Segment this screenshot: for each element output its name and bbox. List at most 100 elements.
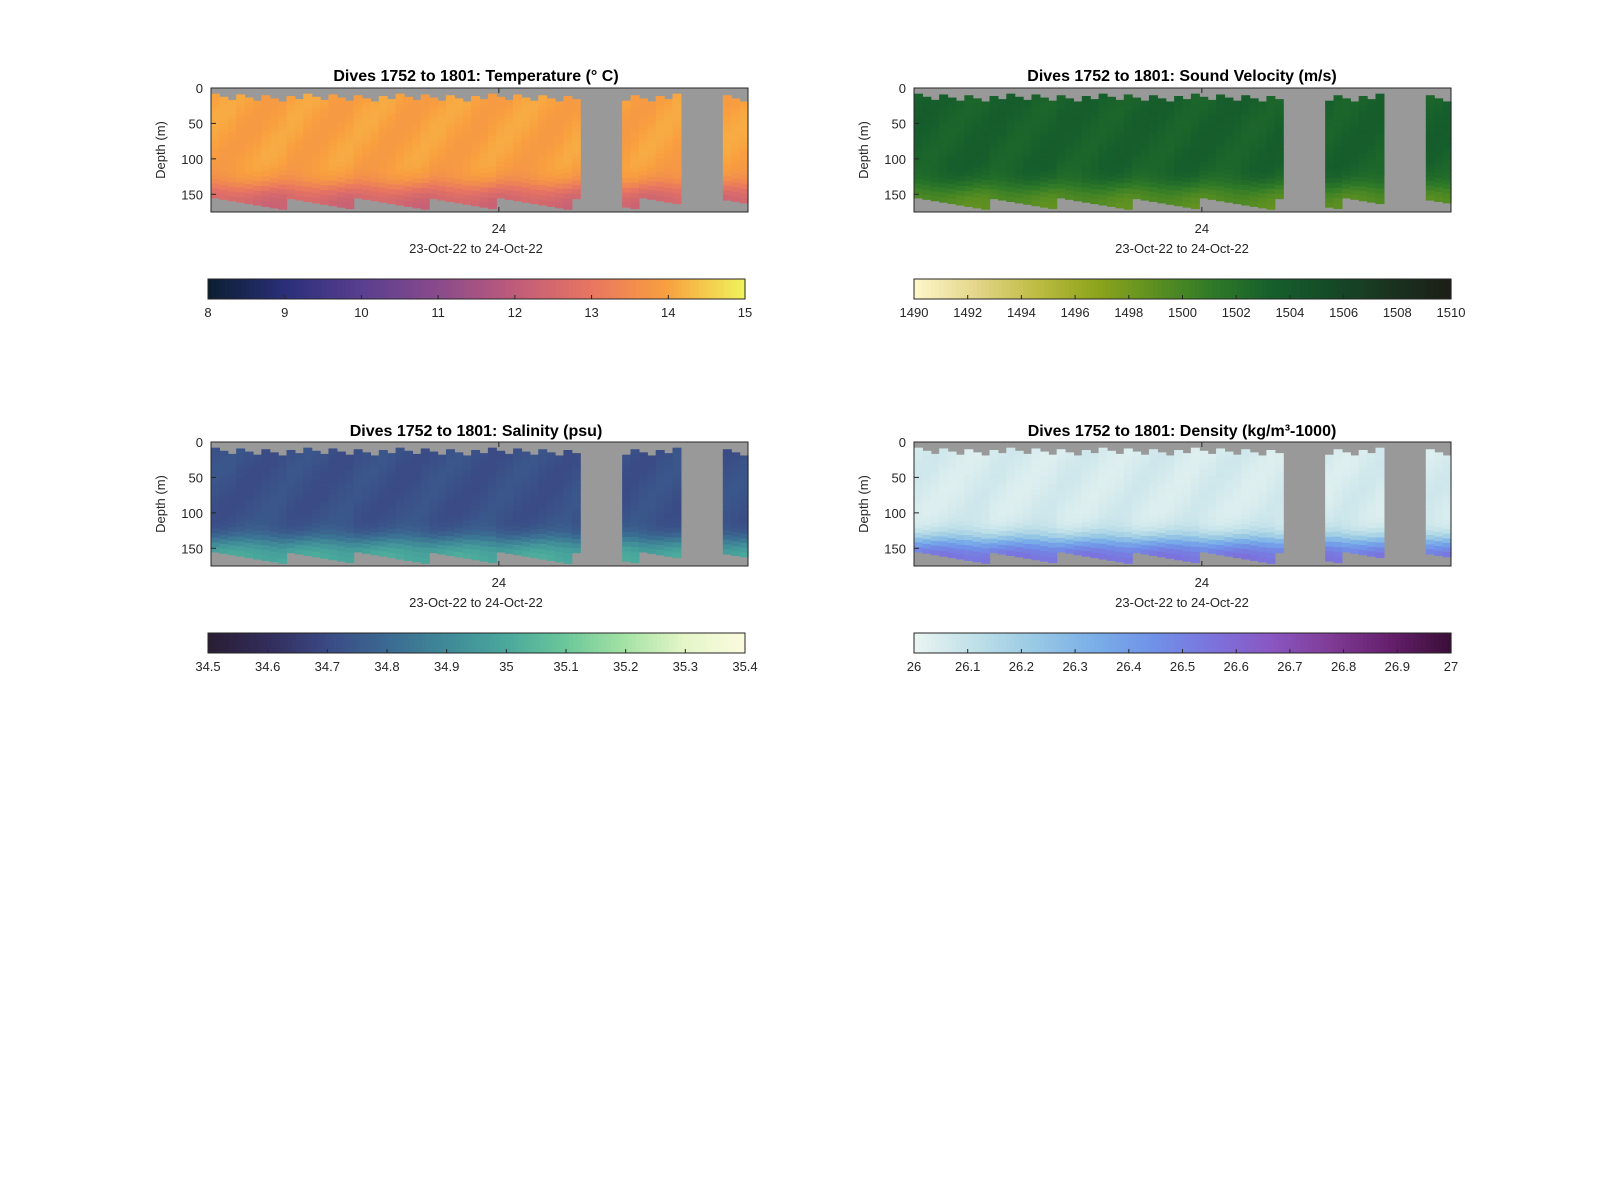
heatmap-cell	[429, 474, 439, 480]
heatmap-cell	[989, 119, 999, 125]
heatmap-cell	[454, 198, 464, 204]
heatmap-cell	[244, 116, 254, 123]
heatmap-cell	[412, 498, 422, 504]
heatmap-cell	[1157, 141, 1167, 147]
colorbar-swatch	[1446, 279, 1452, 299]
colorbar-swatch	[514, 279, 520, 299]
heatmap-cell	[989, 123, 999, 130]
heatmap-cell	[420, 146, 430, 153]
heatmap-cell	[647, 128, 657, 134]
heatmap-cell	[479, 487, 489, 493]
heatmap-cell	[1232, 529, 1242, 535]
heatmap-cell	[955, 133, 965, 140]
heatmap-cell	[731, 107, 741, 113]
heatmap-cell	[420, 110, 430, 116]
heatmap-cell	[1132, 547, 1142, 554]
heatmap-cell	[731, 168, 741, 174]
heatmap-cell	[1090, 491, 1100, 497]
heatmap-cell	[437, 145, 447, 151]
colorbar-swatch	[1207, 279, 1213, 299]
heatmap-cell	[1182, 192, 1192, 198]
heatmap-cell	[353, 533, 363, 539]
heatmap-cell	[454, 490, 464, 496]
heatmap-cell	[353, 146, 363, 152]
colorbar-swatch	[489, 279, 494, 299]
heatmap-cell	[914, 122, 923, 128]
heatmap-cell	[236, 153, 246, 159]
y-tick-label: 0	[196, 81, 203, 96]
heatmap-cell	[1249, 540, 1259, 547]
heatmap-cell	[1190, 468, 1200, 475]
heatmap-cell	[1048, 459, 1058, 466]
heatmap-cell	[655, 549, 665, 556]
heatmap-cell	[997, 544, 1007, 550]
heatmap-cell	[487, 171, 497, 178]
heatmap-cell	[211, 471, 220, 477]
heatmap-cell	[454, 112, 464, 118]
heatmap-cell	[529, 147, 539, 153]
heatmap-cell	[471, 504, 481, 511]
heatmap-cell	[1358, 129, 1368, 135]
heatmap-cell	[420, 193, 430, 200]
heatmap-cell	[1014, 494, 1024, 500]
heatmap-cell	[664, 499, 674, 506]
heatmap-cell	[1132, 488, 1142, 494]
heatmap-cell	[1123, 188, 1133, 195]
heatmap-cell	[412, 139, 422, 145]
heatmap-cell	[1031, 104, 1041, 111]
heatmap-cell	[555, 130, 565, 136]
heatmap-cell	[437, 132, 447, 138]
heatmap-cell	[1174, 145, 1184, 152]
heatmap-cell	[1081, 153, 1091, 160]
colorbar-swatch	[501, 279, 507, 299]
heatmap-cell	[546, 132, 556, 139]
heatmap-cell	[1048, 120, 1058, 126]
heatmap-cell	[1241, 194, 1251, 201]
colorbar-swatch	[1014, 279, 1020, 299]
heatmap-cell	[1258, 120, 1268, 127]
heatmap-cell	[370, 105, 380, 112]
colorbar-swatch	[598, 279, 603, 299]
heatmap-cell	[269, 531, 279, 538]
heatmap-cell	[964, 165, 974, 172]
heatmap-cell	[955, 468, 965, 475]
heatmap-cell	[1014, 159, 1024, 165]
heatmap-cell	[1123, 464, 1133, 470]
heatmap-cell	[211, 159, 220, 166]
heatmap-cell	[1023, 99, 1033, 106]
heatmap-cell	[1090, 533, 1100, 540]
heatmap-cell	[236, 536, 246, 542]
heatmap-cell	[445, 100, 455, 106]
heatmap-cell	[479, 172, 489, 179]
heatmap-cell	[939, 114, 949, 120]
heatmap-cell	[420, 115, 430, 122]
heatmap-cell	[244, 494, 254, 501]
heatmap-cell	[647, 544, 657, 550]
heatmap-cell	[345, 139, 355, 146]
heatmap-cell	[972, 502, 982, 508]
heatmap-cell	[546, 476, 556, 483]
heatmap-cell	[1090, 524, 1100, 530]
heatmap-cell	[504, 127, 514, 133]
heatmap-cell	[286, 179, 296, 186]
colorbar-swatch	[531, 633, 536, 653]
heatmap-cell	[529, 180, 539, 186]
colorbar-swatch	[505, 279, 511, 299]
heatmap-cell	[947, 518, 957, 525]
heatmap-cell	[244, 480, 254, 486]
heatmap-cell	[1249, 506, 1259, 512]
heatmap-cell	[914, 523, 923, 529]
heatmap-cell	[1090, 552, 1100, 559]
heatmap-cell	[445, 463, 455, 470]
heatmap-cell	[1190, 198, 1200, 204]
heatmap-cell	[1106, 161, 1116, 168]
heatmap-cell	[244, 145, 254, 152]
heatmap-cell	[972, 187, 982, 194]
heatmap-cell	[1039, 486, 1049, 492]
heatmap-cell	[303, 467, 313, 473]
heatmap-cell	[1442, 188, 1452, 195]
heatmap-cell	[1090, 486, 1100, 492]
heatmap-cell	[1199, 505, 1209, 512]
heatmap-cell	[429, 193, 439, 200]
colorbar-swatch	[1274, 279, 1280, 299]
